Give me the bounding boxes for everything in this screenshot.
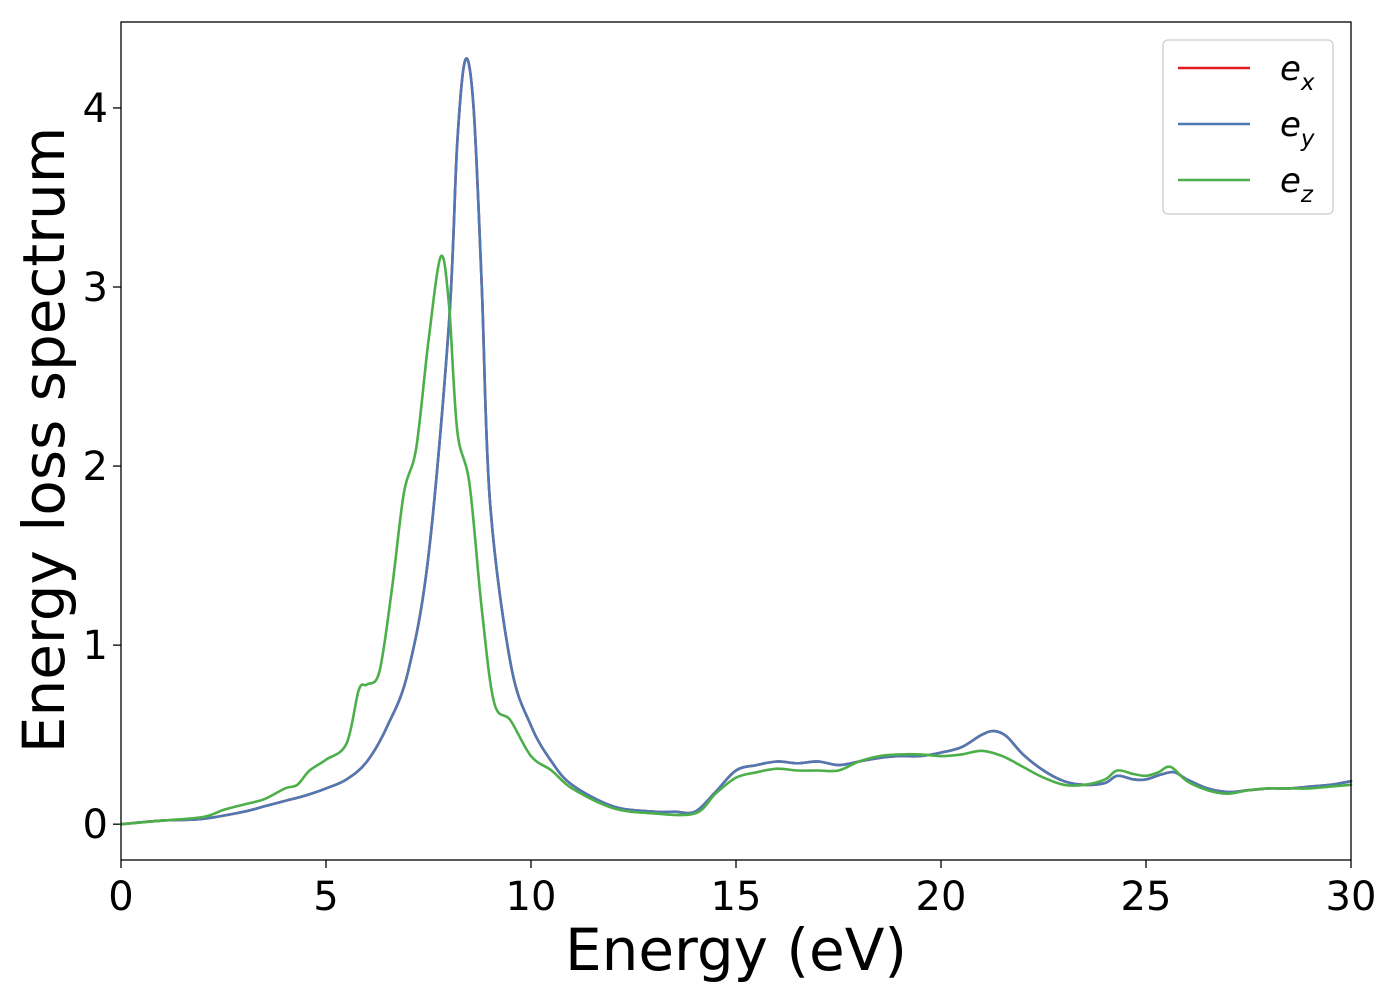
x-tick-label: 15 [711, 874, 762, 920]
x-tick-label: 0 [108, 874, 133, 920]
y-tick-label: 2 [83, 444, 108, 490]
x-tick-label: 30 [1326, 874, 1377, 920]
series-line-ey [119, 57, 1353, 826]
legend-label-subscript: z [1300, 182, 1314, 208]
x-tick-label: 10 [506, 874, 557, 920]
x-axis-ticks: 0 5 10 15 20 25 30 [108, 860, 1376, 920]
legend-label-base: e [1280, 105, 1301, 145]
series-line-ez [119, 254, 1353, 826]
legend-label-ex: ex [1280, 49, 1315, 96]
legend-box [1162, 39, 1334, 215]
legend-label-base: e [1280, 49, 1301, 89]
y-axis-ticks: 0 1 2 3 4 [83, 86, 121, 848]
x-tick-label: 20 [916, 874, 967, 920]
y-axis-label: Energy loss spectrum [10, 127, 78, 753]
x-tick-label: 5 [313, 874, 338, 920]
legend-label-base: e [1280, 161, 1301, 201]
legend-label-ez: ez [1280, 161, 1314, 208]
y-tick-label: 1 [83, 623, 108, 669]
legend-label-ey: ey [1280, 105, 1315, 152]
x-axis-label: Energy (eV) [565, 916, 907, 984]
plot-lines [119, 57, 1353, 826]
y-tick-label: 3 [83, 265, 108, 311]
x-tick-label: 25 [1121, 874, 1172, 920]
legend-label-subscript: y [1300, 126, 1315, 152]
y-tick-label: 0 [83, 802, 108, 848]
plot-frame [120, 21, 1352, 861]
y-tick-label: 4 [83, 86, 108, 132]
legend-label-subscript: x [1300, 70, 1315, 96]
